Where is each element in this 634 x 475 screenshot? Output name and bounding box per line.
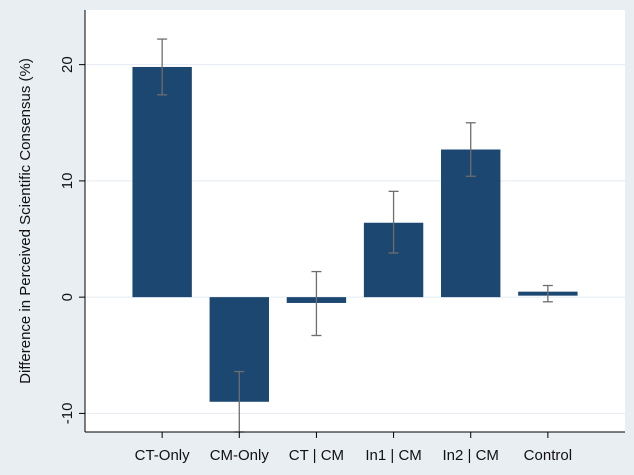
y-axis-ticks: -10 0 10 20 <box>59 56 85 424</box>
y-tick-label: 10 <box>59 173 76 190</box>
y-tick-label: -10 <box>59 403 76 425</box>
x-axis-labels: CT-Only CM-Only CT | CM In1 | CM In2 | CM Con… <box>135 432 572 464</box>
x-tick-label: CM-Only <box>210 447 270 464</box>
x-tick-label: Control <box>524 447 572 464</box>
bar <box>132 66 192 298</box>
x-tick-label: In2 | CM <box>443 447 499 464</box>
error-bars <box>157 38 553 433</box>
x-tick-label: In1 | CM <box>365 447 421 464</box>
x-tick-label: CT-Only <box>135 447 191 464</box>
y-tick-label: 20 <box>59 56 76 73</box>
y-tick-label: 0 <box>59 293 76 301</box>
y-axis-title: Difference in Perceived Scientific Conse… <box>17 58 34 384</box>
x-tick-label: CT | CM <box>289 447 344 464</box>
